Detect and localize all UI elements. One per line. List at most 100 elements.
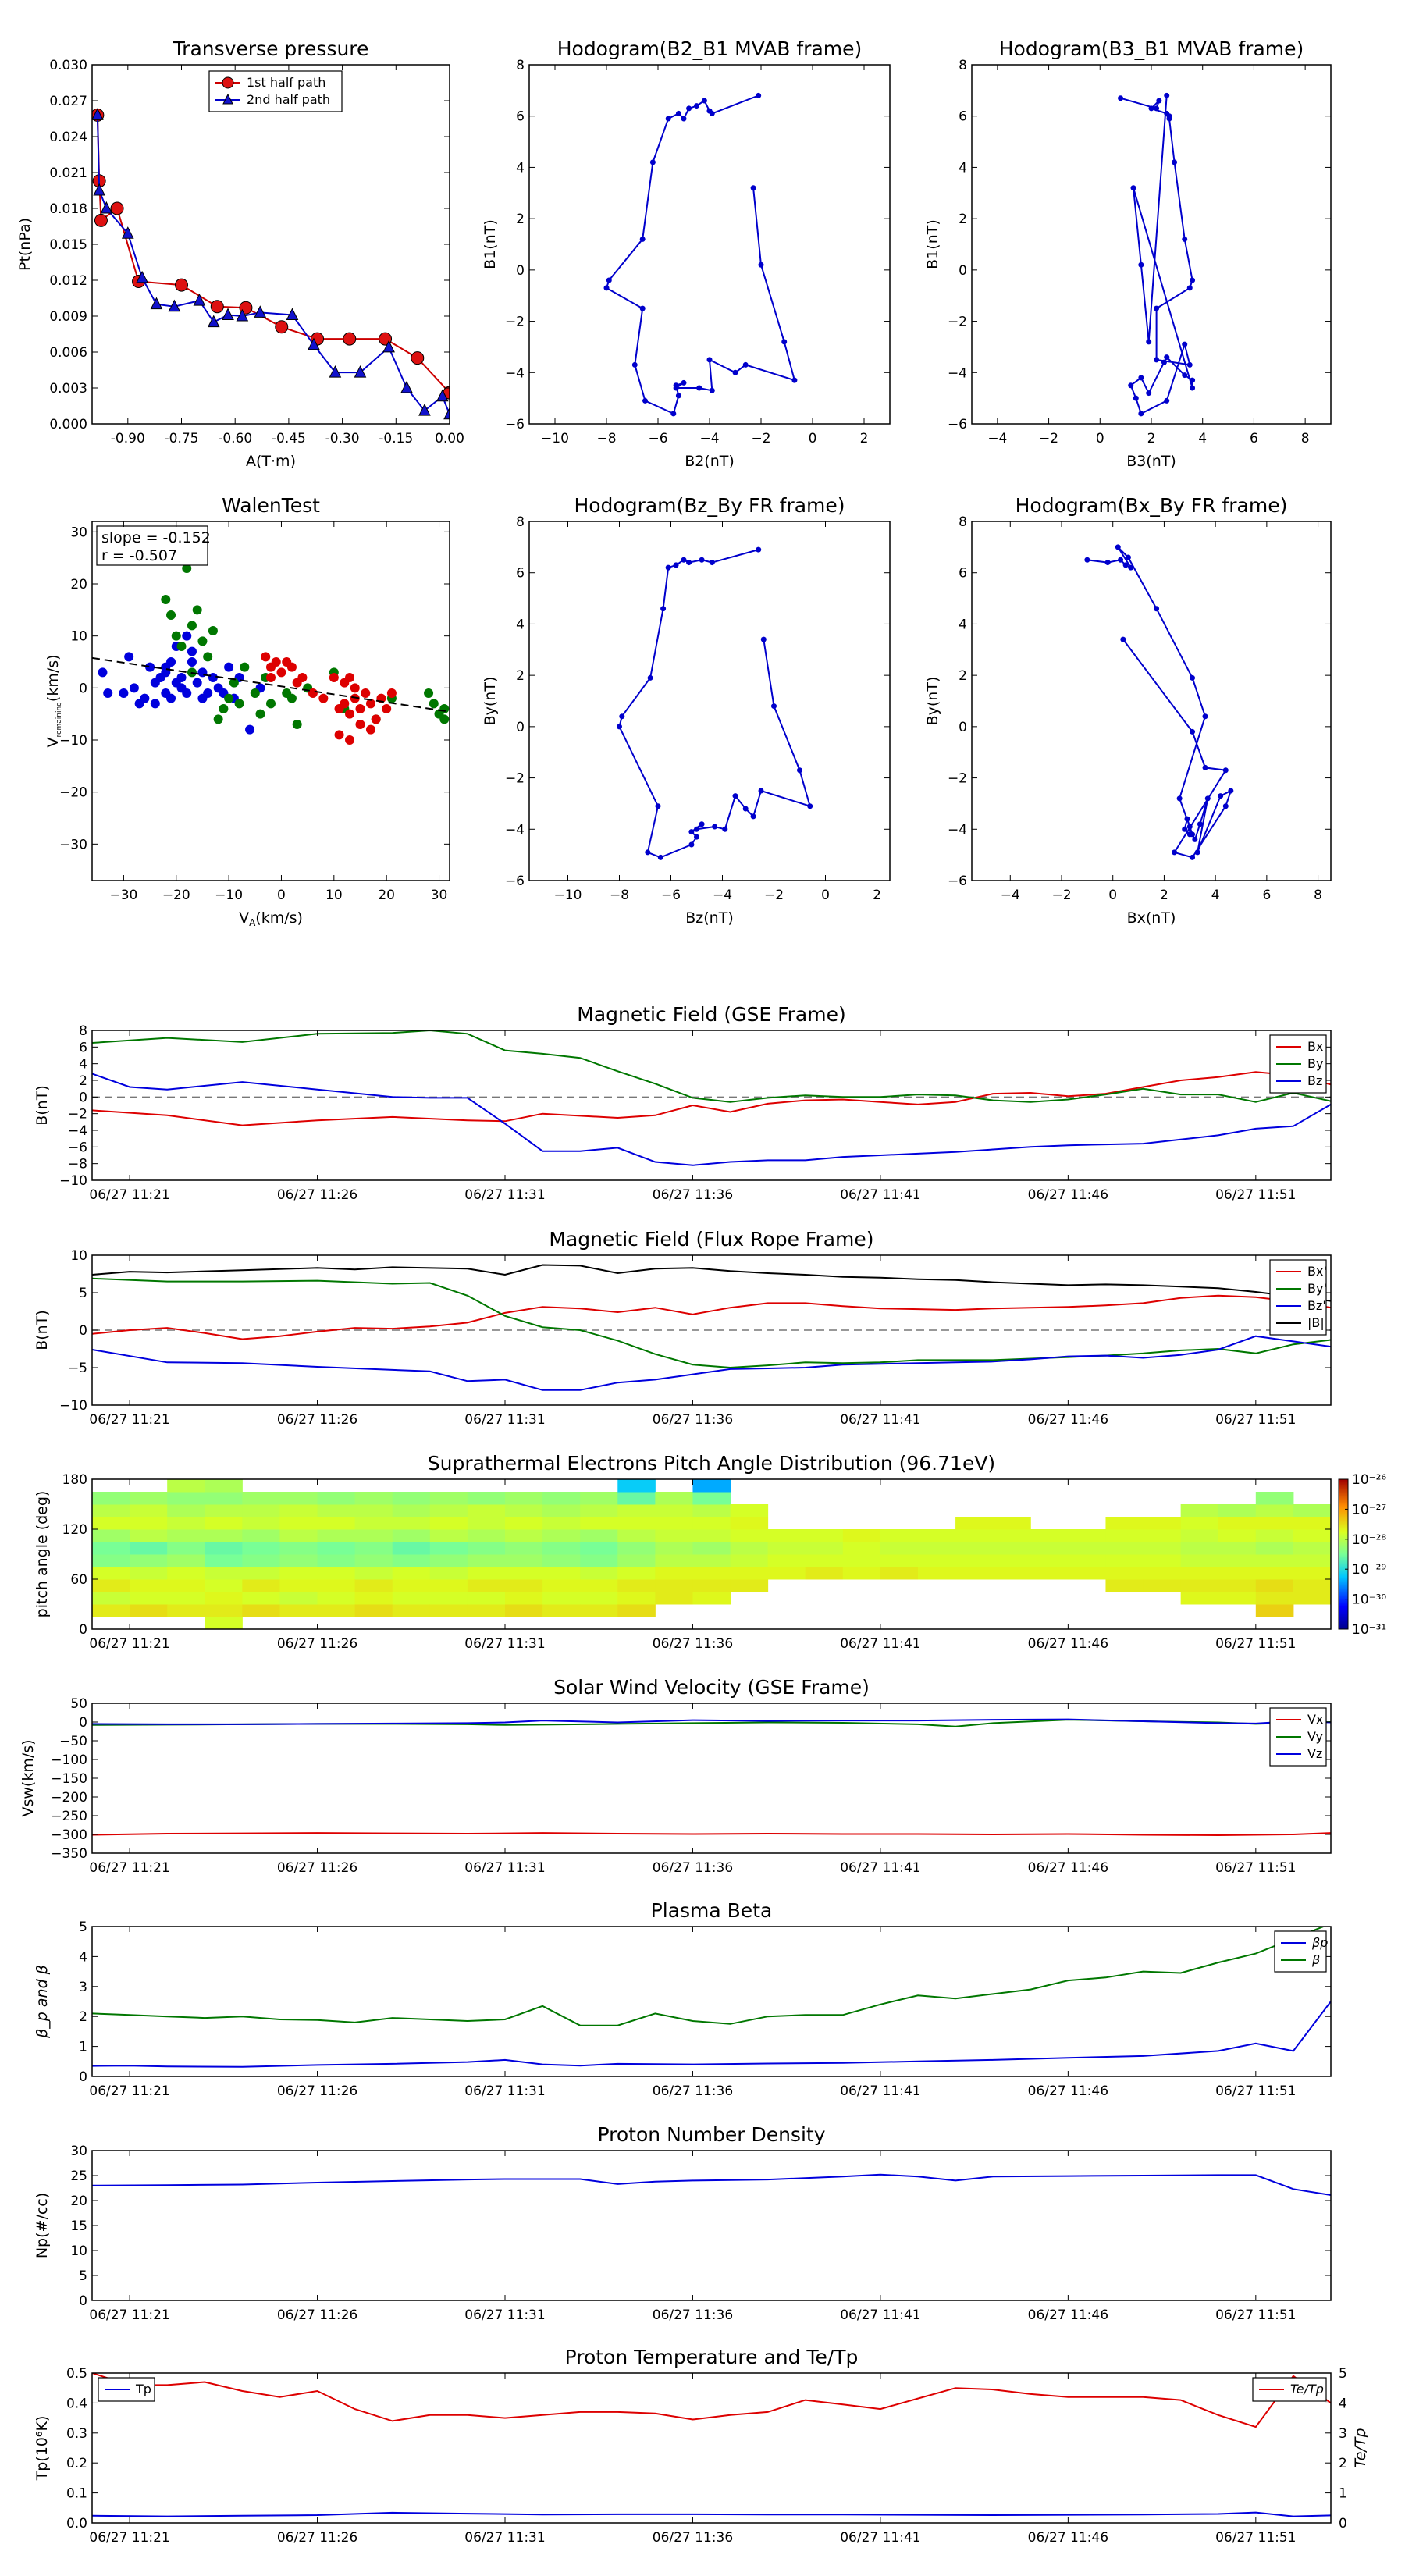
data-point (365, 724, 375, 735)
y-tick-label: 0 (79, 1622, 87, 1638)
heatmap-cell (1143, 1517, 1182, 1530)
heatmap-cell (730, 1517, 769, 1530)
data-point (119, 688, 129, 698)
series-line (603, 92, 798, 417)
x-tick-label: 06/27 11:21 (89, 1860, 169, 1876)
data-point (694, 826, 699, 832)
heatmap-cell (167, 1579, 205, 1592)
y-tick-label: −4 (505, 822, 525, 838)
heatmap-cell (805, 1529, 844, 1542)
heatmap-cell (354, 1517, 393, 1530)
y-tick-label: 8 (79, 1023, 87, 1039)
heatmap-cell (130, 1492, 168, 1505)
data-point (1182, 372, 1188, 379)
heatmap-cell (955, 1529, 994, 1542)
heatmap-cell (1143, 1542, 1182, 1555)
data-point (606, 277, 612, 283)
scatter-points (92, 564, 450, 745)
heatmap-cell (805, 1554, 844, 1567)
data-point (207, 315, 220, 328)
heatmap-cell (205, 1592, 243, 1605)
data-point (254, 305, 267, 318)
data-point (1182, 236, 1188, 242)
x-tick-label: 0 (1108, 888, 1117, 903)
data-point (701, 98, 707, 104)
data-point (1190, 674, 1196, 681)
data-point (176, 642, 187, 651)
data-point (696, 385, 702, 391)
data-point (121, 226, 134, 239)
y-tick-label: 60 (70, 1572, 87, 1588)
heatmap-cell (692, 1479, 731, 1493)
data-point (329, 365, 342, 378)
x-tick-label: 06/27 11:46 (1028, 1636, 1108, 1652)
heatmap-cell (92, 1567, 130, 1580)
legend-label: β (1311, 1952, 1320, 1967)
x-tick-label: 4 (1198, 431, 1207, 447)
y-tick-label: 0.021 (49, 165, 87, 181)
chart-tp: Transverse pressure 0.000 0.003 0.006 0.009 0… (16, 37, 464, 470)
heatmap-cell (130, 1542, 168, 1555)
heatmap-cell (392, 1579, 431, 1592)
series-2nd half path (92, 108, 450, 420)
heatmap-cell (617, 1604, 656, 1617)
y-tick-label: 10 (70, 2243, 87, 2259)
x-tick-label: −30 (109, 888, 137, 903)
data-point (355, 704, 365, 713)
heatmap-cell (1105, 1567, 1144, 1580)
data-point (742, 361, 749, 368)
data-point (1148, 105, 1154, 112)
heatmap-cell (542, 1542, 581, 1555)
heatmap-cell (242, 1554, 280, 1567)
heatmap-cell (167, 1529, 205, 1542)
heatmap-cell (617, 1529, 656, 1542)
data-point (694, 834, 699, 840)
heatmap-cell (692, 1567, 731, 1580)
heatmap-cell (354, 1567, 393, 1580)
heatmap-cell (429, 1604, 468, 1617)
data-point (732, 793, 738, 799)
plot-frame (971, 521, 1332, 881)
y-tick-label: 30 (70, 525, 87, 540)
panel-title: Proton Temperature and Te/Tp (565, 2346, 859, 2368)
data-point (354, 365, 367, 378)
heatmap-cell (242, 1517, 280, 1530)
heatmap-cell (1068, 1554, 1106, 1567)
series-line (92, 1030, 1331, 1103)
data-point (224, 662, 234, 672)
data-point (1138, 262, 1144, 268)
y-tick-label: −6 (505, 873, 525, 889)
x-tick-label: 20 (378, 888, 395, 903)
x-tick-label: 06/27 11:41 (840, 2307, 920, 2323)
heatmap-cell (317, 1542, 356, 1555)
series-line (92, 2511, 1331, 2517)
heatmap-cell (467, 1517, 506, 1530)
data-point (439, 714, 450, 724)
heatmap-cell (354, 1579, 393, 1592)
heatmap-cell (205, 1529, 243, 1542)
series-line (92, 2173, 1331, 2196)
y-tick-label: −6 (68, 1140, 87, 1155)
heatmap-cell (1218, 1517, 1257, 1530)
data-point (742, 806, 749, 812)
heatmap-cell (542, 1592, 581, 1605)
data-point (1184, 816, 1190, 822)
data-point (436, 389, 449, 402)
y-tick-label: 3 (79, 1980, 87, 1995)
heatmap-cell (580, 1517, 618, 1530)
plot-frame (91, 2150, 1332, 2301)
heatmap-cells (92, 1479, 1331, 1629)
heatmap-cell (580, 1492, 618, 1505)
heatmap-cell (993, 1529, 1031, 1542)
data-point (1120, 636, 1126, 642)
y-axis-label: pitch angle (deg) (34, 1491, 51, 1618)
data-point (1084, 557, 1090, 563)
data-point (345, 673, 355, 682)
x-tick-label: 06/27 11:21 (89, 1636, 169, 1652)
data-point (699, 557, 705, 563)
y-tick-label: 0.5 (66, 2366, 87, 2382)
heatmap-cell (655, 1529, 693, 1542)
y-right-tick-label: 3 (1339, 2426, 1347, 2442)
heatmap-cell (655, 1567, 693, 1580)
data-point (1182, 826, 1188, 832)
